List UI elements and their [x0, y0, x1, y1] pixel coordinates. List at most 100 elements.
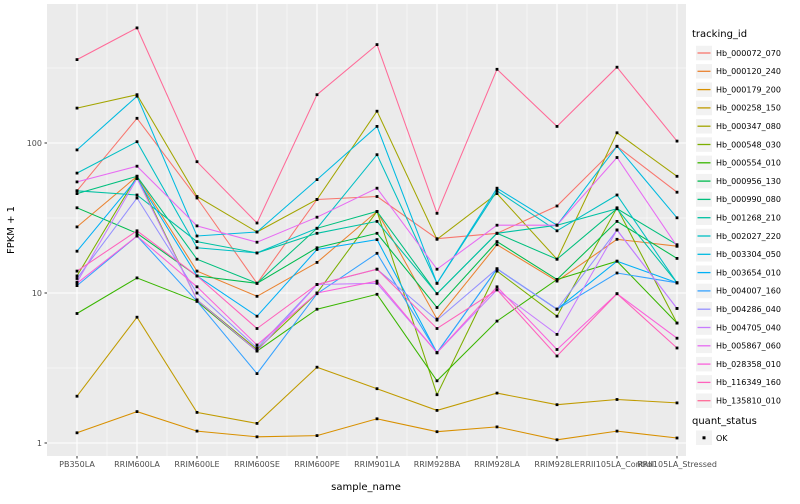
data-point	[675, 190, 679, 194]
legend-label-tracking-id: Hb_028358_010	[716, 360, 781, 369]
data-point	[375, 231, 379, 235]
data-point	[315, 215, 319, 219]
data-point	[555, 278, 559, 281]
data-point	[615, 207, 619, 211]
data-point	[435, 327, 439, 330]
data-point	[375, 279, 379, 283]
y-axis-title: FPKM + 1	[6, 206, 17, 254]
data-point	[435, 318, 439, 322]
data-point	[255, 343, 259, 347]
data-point	[675, 139, 679, 143]
data-point	[435, 409, 439, 412]
data-point	[675, 401, 679, 405]
legend-label-tracking-id: Hb_135810_010	[716, 397, 781, 406]
data-point	[375, 292, 379, 296]
data-point	[255, 327, 259, 330]
data-point	[75, 274, 79, 278]
data-point	[135, 276, 139, 280]
data-point	[315, 248, 319, 251]
legend-layer: Hb_000072_070 Hb_000120_240 Hb_000179_200 H…	[696, 45, 781, 445]
data-point	[195, 196, 199, 200]
data-point	[135, 116, 139, 120]
plot-panel-layer	[47, 4, 686, 456]
data-point	[675, 244, 679, 248]
data-point	[255, 230, 259, 234]
data-point	[615, 237, 619, 241]
data-point	[495, 186, 499, 190]
data-point	[675, 307, 679, 310]
data-point	[135, 94, 139, 98]
data-point	[135, 177, 139, 180]
legend-label-tracking-id: Hb_000554_010	[716, 159, 781, 168]
legend-label-tracking-id: Hb_000120_240	[716, 67, 781, 76]
data-point	[75, 249, 79, 253]
data-point	[195, 240, 199, 243]
data-point	[675, 336, 679, 340]
data-point	[555, 307, 559, 311]
data-point	[555, 403, 559, 407]
data-point	[615, 228, 619, 232]
data-point	[75, 171, 79, 175]
data-point	[435, 292, 439, 296]
data-point	[135, 140, 139, 144]
data-point	[675, 174, 679, 178]
data-point	[255, 221, 259, 225]
data-point	[195, 246, 199, 250]
data-point	[75, 206, 79, 210]
data-point	[555, 229, 559, 233]
data-point	[375, 43, 379, 46]
legend-key-point	[702, 436, 706, 440]
legend-label-tracking-id: Hb_003304_050	[716, 250, 781, 259]
data-point	[375, 238, 379, 241]
legend-label-tracking-id: Hb_001268_210	[716, 214, 781, 223]
data-point	[135, 164, 139, 168]
data-point	[615, 193, 619, 197]
data-point	[495, 288, 499, 292]
data-point	[435, 211, 439, 215]
plot-panel	[47, 4, 686, 456]
data-point	[555, 354, 559, 358]
data-point	[135, 93, 139, 97]
data-point	[195, 298, 199, 302]
data-point	[675, 321, 679, 325]
data-point	[375, 109, 379, 113]
data-point	[315, 231, 319, 235]
x-axis-title: sample_name	[331, 482, 401, 493]
data-point	[315, 226, 319, 230]
data-point	[495, 243, 499, 247]
data-point	[495, 231, 499, 235]
data-point	[675, 257, 679, 260]
data-point	[315, 246, 319, 250]
legend-label-tracking-id: Hb_004007_160	[716, 287, 781, 296]
legend-label-tracking-id: Hb_005867_060	[716, 342, 781, 351]
data-point	[75, 431, 79, 435]
data-point	[75, 269, 79, 273]
x-tick-label: RRIM600SE	[234, 460, 280, 469]
x-tick-label: RRIM901LA	[354, 460, 400, 469]
data-point	[255, 372, 259, 375]
data-point	[315, 291, 319, 295]
x-tick-label: RRII105LA_Stressed	[637, 460, 717, 469]
data-point	[555, 438, 559, 442]
data-point	[315, 93, 319, 97]
data-point	[75, 281, 79, 285]
x-tick-label: RRII105LA_Control	[580, 460, 654, 469]
legend-label-tracking-id: Hb_116349_160	[716, 378, 781, 387]
data-point	[375, 220, 379, 223]
data-point	[75, 192, 79, 195]
legend-label-tracking-id: Hb_003654_010	[716, 268, 781, 277]
x-tick-label: RRIM928LE	[534, 460, 579, 469]
data-point	[75, 312, 79, 315]
data-point	[495, 285, 499, 289]
x-tick-label: RRIM600LE	[174, 460, 219, 469]
x-tick-label: RRIM928LA	[474, 460, 520, 469]
data-point-layer	[75, 26, 679, 442]
legend-label-tracking-id: Hb_000258_150	[716, 104, 781, 113]
data-point	[495, 223, 499, 227]
data-point	[75, 106, 79, 110]
data-point	[135, 26, 139, 30]
data-point	[615, 220, 619, 223]
data-point	[195, 257, 199, 261]
x-tick-label: RRIM928BA	[414, 460, 461, 469]
y-tick-label: 1	[37, 439, 42, 448]
